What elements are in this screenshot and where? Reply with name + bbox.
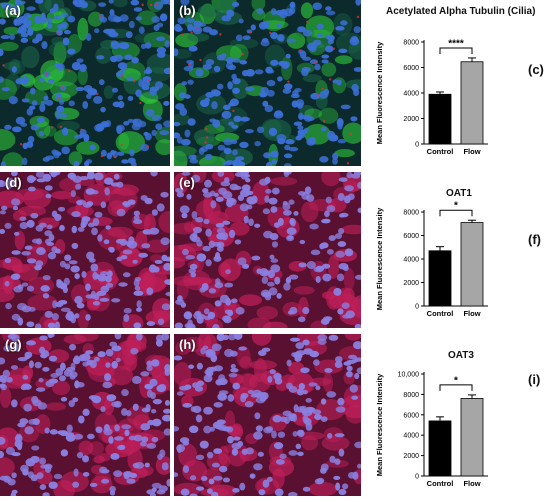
chart-panel-label-i: (i): [528, 372, 541, 387]
error-bar: [436, 246, 444, 251]
chart-title-cilia: Acetylated Alpha Tubulin (Cilia): [386, 6, 536, 17]
bar-flow: [460, 222, 484, 307]
bar-control: [428, 93, 452, 145]
bar-control: [428, 420, 452, 477]
x-category-label: Flow: [463, 309, 480, 318]
micrograph-h: (h): [174, 334, 361, 496]
y-tick-label: 4000: [403, 433, 419, 440]
y-axis-label: Mean Fluorescence Intensity: [375, 207, 384, 310]
error-bar: [468, 57, 476, 62]
micrograph-e-image: [174, 172, 361, 328]
y-tick-label: 8000: [403, 210, 419, 217]
significance-bracket: [439, 384, 473, 391]
y-tick-label: 2000: [403, 116, 419, 123]
micrograph-a-image: [0, 0, 170, 166]
y-tick-label: 2000: [403, 453, 419, 460]
y-axis-label: Mean Fluorescence Intensity: [375, 41, 384, 144]
y-tick-label: 0: [415, 142, 419, 149]
panel-label-g: (g): [5, 337, 22, 352]
x-category-label: Control: [427, 479, 454, 488]
y-axis-label: Mean Fluorescence Intensity: [375, 373, 384, 476]
y-tick-label: 6000: [403, 412, 419, 419]
panel-label-h: (h): [179, 337, 196, 352]
y-tick-label: 6000: [403, 233, 419, 240]
y-tick-label: 10,000: [398, 372, 420, 379]
significance-stars: *: [454, 201, 458, 212]
y-tick-label: 4000: [403, 257, 419, 264]
panel-label-b: (b): [179, 3, 196, 18]
bar-control: [428, 250, 452, 307]
significance-stars: *: [454, 375, 458, 386]
error-bar: [468, 394, 476, 399]
error-bar: [468, 219, 476, 223]
micrograph-d-image: [0, 172, 170, 328]
micrograph-a: (a): [0, 0, 170, 166]
significance-bracket: [439, 209, 473, 217]
bar-flow: [460, 61, 484, 145]
chart-panel-label-c: (c): [528, 62, 544, 77]
error-bar: [436, 416, 444, 421]
y-tick-label: 0: [415, 474, 419, 481]
error-bar: [436, 91, 444, 95]
chart-title-oat1: OAT1: [446, 188, 472, 199]
significance-stars: ****: [448, 38, 464, 49]
micrograph-g: (g): [0, 334, 170, 496]
micrograph-g-image: [0, 334, 170, 496]
micrograph-h-image: [174, 334, 361, 496]
x-category-label: Control: [427, 309, 454, 318]
y-tick-label: 8000: [403, 40, 419, 47]
micrograph-d: (d): [0, 172, 170, 328]
x-category-label: Flow: [463, 147, 480, 156]
bar-chart-oat3: Mean Fluorescence Intensity 0 2000 4000 6000…: [375, 372, 488, 488]
chart-title-oat3: OAT3: [448, 350, 474, 361]
panel-label-a: (a): [5, 3, 21, 18]
chart-panel-label-f: (f): [528, 232, 541, 247]
x-category-label: Flow: [463, 479, 480, 488]
significance-bracket: [439, 47, 473, 54]
y-tick-label: 8000: [403, 392, 419, 399]
bar-flow: [460, 398, 484, 477]
bar-chart-oat1: Mean Fluorescence Intensity 0 2000 4000 6000…: [375, 201, 488, 318]
panel-label-d: (d): [5, 175, 22, 190]
x-category-label: Control: [427, 147, 454, 156]
panel-label-e: (e): [179, 175, 195, 190]
micrograph-e: (e): [174, 172, 361, 328]
y-tick-label: 2000: [403, 280, 419, 287]
bar-chart-cilia: Mean Fluorescence Intensity 0 2000 4000 6000…: [375, 38, 488, 156]
micrograph-b-image: [174, 0, 361, 166]
y-tick-label: 4000: [403, 91, 419, 98]
micrograph-b: (b): [174, 0, 361, 166]
y-tick-label: 6000: [403, 65, 419, 72]
y-tick-label: 0: [415, 304, 419, 311]
